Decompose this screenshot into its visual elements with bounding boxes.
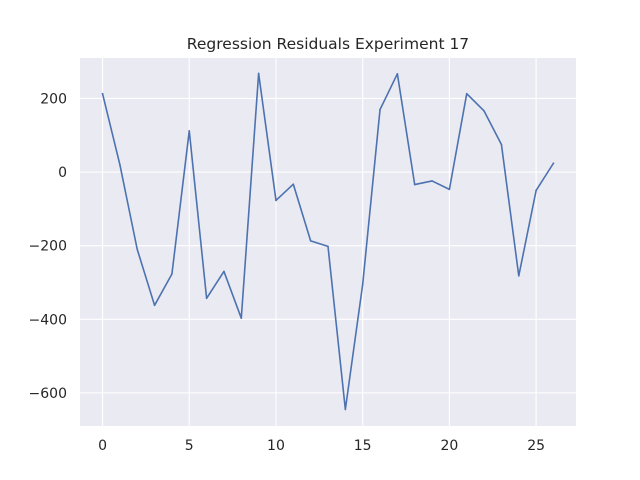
- x-tick-label: 0: [98, 438, 107, 454]
- data-point: [240, 317, 243, 319]
- data-point: [379, 108, 381, 111]
- x-grid: [101, 58, 537, 426]
- data-point: [119, 163, 121, 166]
- y-tick-label: −200: [29, 239, 67, 255]
- data-point: [309, 240, 312, 242]
- data-point: [327, 245, 329, 248]
- data-point: [223, 270, 225, 273]
- series-group: [101, 72, 555, 411]
- x-tick-label: 5: [185, 438, 194, 454]
- y-tick-labels: 200 0 −200 −400 −600: [29, 91, 67, 401]
- x-tick-label: 15: [354, 438, 372, 454]
- y-tick-label: 0: [58, 165, 67, 181]
- data-point: [517, 275, 520, 277]
- data-point: [500, 143, 503, 146]
- data-point: [153, 304, 156, 307]
- y-tick-label: 200: [40, 91, 67, 107]
- data-point: [292, 183, 295, 186]
- data-point: [188, 130, 191, 132]
- x-tick-label: 10: [267, 438, 285, 454]
- data-point: [483, 110, 485, 112]
- plot-area: [80, 58, 576, 426]
- x-tick-labels: 0 5 10 15 20 25: [98, 438, 545, 454]
- y-tick-label: −600: [29, 386, 67, 402]
- data-point: [413, 183, 416, 186]
- chart-title: Regression Residuals Experiment 17: [187, 35, 469, 53]
- data-point: [448, 188, 451, 191]
- data-point: [344, 408, 347, 411]
- data-point: [465, 92, 468, 95]
- data-point: [361, 283, 364, 286]
- data-point: [275, 199, 277, 202]
- data-point: [101, 92, 104, 95]
- data-point: [257, 72, 260, 75]
- data-point: [552, 162, 555, 165]
- data-point: [136, 248, 139, 251]
- data-point: [205, 297, 208, 300]
- data-point: [431, 180, 433, 182]
- x-tick-label: 20: [440, 438, 458, 454]
- data-point: [396, 73, 399, 75]
- x-tick-label: 25: [527, 438, 545, 454]
- y-tick-label: −400: [29, 312, 67, 328]
- data-point: [171, 273, 173, 275]
- data-point: [535, 189, 537, 192]
